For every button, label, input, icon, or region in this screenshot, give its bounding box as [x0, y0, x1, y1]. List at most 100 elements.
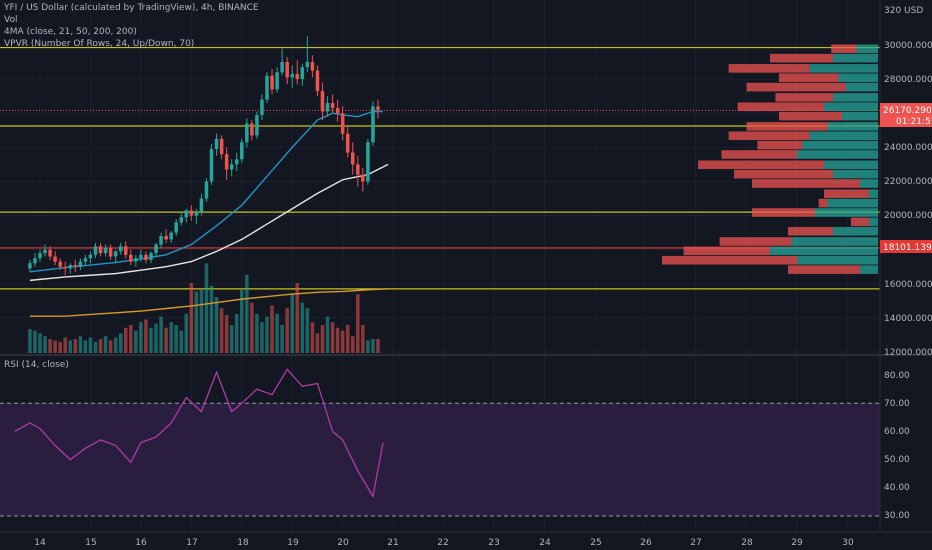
volume-bar	[48, 339, 52, 353]
vpvr-up-bar	[797, 255, 878, 265]
candle-body	[38, 253, 42, 259]
vpvr-down-bar	[831, 44, 857, 54]
vpvr-legend[interactable]: VPVR (Number Of Rows, 24, Up/Down, 70)	[4, 39, 195, 49]
vpvr-down-bar	[775, 93, 833, 102]
volume-bar	[280, 325, 284, 353]
volume-bar	[43, 336, 47, 353]
candle-body	[103, 247, 108, 254]
time-tick-label: 23	[488, 538, 499, 548]
volume-bar	[129, 325, 133, 353]
price-tick-label: 24000.00000	[884, 143, 932, 153]
horizontal-levels[interactable]	[0, 46, 880, 290]
volume-bar	[184, 313, 189, 353]
rsi-band-fill	[0, 403, 880, 516]
rsi-panel	[0, 368, 880, 517]
vpvr-up-bar	[797, 150, 878, 159]
candle-body	[123, 246, 128, 255]
vpvr-up-bar	[824, 160, 878, 170]
rsi-tick-label: 40.00	[884, 483, 910, 493]
candle-body	[300, 67, 305, 80]
volume-bar	[275, 313, 279, 353]
volume-bar	[98, 339, 103, 353]
candle-body	[295, 73, 300, 80]
candle-body	[88, 254, 93, 259]
candle-body	[214, 138, 219, 150]
vpvr-down-bar	[698, 160, 824, 170]
candle-body	[189, 210, 194, 216]
current-price-tag[interactable]	[880, 103, 932, 127]
vpvr-down-bar	[728, 131, 810, 141]
rsi-line	[14, 368, 384, 499]
time-tick-label: 21	[387, 538, 398, 548]
volume-bar	[113, 337, 118, 353]
volume-bar	[68, 340, 73, 353]
volume-bar	[325, 316, 330, 353]
moving-average-line	[29, 288, 389, 317]
volume-bar	[240, 290, 244, 353]
volume-bar	[204, 263, 209, 353]
time-tick-label: 20	[337, 538, 349, 548]
volume-bar	[209, 285, 214, 353]
candlesticks	[28, 36, 380, 276]
volume-bar	[361, 325, 365, 353]
vpvr-up-bar	[860, 265, 878, 274]
candle-body	[184, 210, 189, 218]
candle-body	[219, 138, 224, 155]
candle-countdown-label: 01:21:57	[896, 117, 932, 127]
currency-label[interactable]: 320 USD	[884, 6, 923, 16]
volume-bar	[285, 308, 289, 353]
level-price-tag[interactable]	[880, 240, 932, 253]
volume-bars	[28, 263, 380, 353]
volume-bar	[340, 330, 345, 353]
vpvr-down-bar	[728, 64, 810, 73]
time-tick-label: 25	[590, 538, 601, 548]
candle-body	[149, 253, 153, 260]
rsi-tick-label: 70.00	[884, 399, 910, 409]
vpvr-down-bar	[770, 53, 833, 63]
candle-body	[275, 72, 279, 90]
volume-bar	[335, 327, 340, 353]
symbol-title[interactable]: YFI / US Dollar (calculated by TradingVi…	[4, 3, 259, 13]
vpvr-down-bar	[719, 237, 792, 246]
candle-body	[33, 258, 37, 264]
volume-bar	[199, 290, 204, 353]
vpvr-down-bar	[752, 179, 860, 188]
volume-bar	[250, 302, 254, 353]
volume-profile	[662, 44, 878, 274]
vpvr-up-bar	[869, 189, 878, 199]
price-tick-label: 28000.00000	[884, 75, 932, 85]
candle-body	[361, 174, 365, 182]
candle-body	[204, 181, 209, 199]
candle-body	[174, 222, 178, 233]
candle-body	[139, 254, 143, 259]
volume-bar	[144, 319, 148, 353]
time-tick-label: 26	[640, 538, 652, 548]
candle-body	[280, 62, 284, 73]
candle-body	[179, 217, 184, 223]
volume-bar	[108, 340, 113, 353]
volume-bar	[376, 339, 380, 353]
price-tick-label: 16000.00000	[884, 280, 932, 290]
candle-body	[345, 133, 350, 153]
moving-average-legend[interactable]: 4MA (close, 21, 50, 200, 200)	[4, 27, 137, 37]
rsi-legend[interactable]: RSI (14, close)	[4, 360, 69, 370]
candle-body	[240, 142, 244, 160]
vpvr-up-bar	[827, 198, 878, 208]
volume-bar	[305, 308, 310, 353]
vpvr-up-bar	[845, 82, 878, 92]
current-price-label: 26170.29072	[883, 106, 932, 116]
price-tick-label: 20000.00000	[884, 211, 932, 221]
candle-body	[154, 244, 158, 254]
volume-bar	[260, 322, 264, 353]
volume-bar	[28, 329, 32, 353]
volume-bar	[345, 325, 350, 353]
volume-legend[interactable]: Vol	[4, 15, 18, 25]
volume-bar	[164, 327, 168, 353]
candle-body	[265, 75, 269, 100]
volume-bar	[63, 337, 67, 353]
vpvr-down-bar	[683, 246, 770, 256]
time-tick-label: 14	[34, 538, 46, 548]
rsi-tick-label: 50.00	[884, 455, 910, 465]
candle-body	[144, 254, 148, 260]
